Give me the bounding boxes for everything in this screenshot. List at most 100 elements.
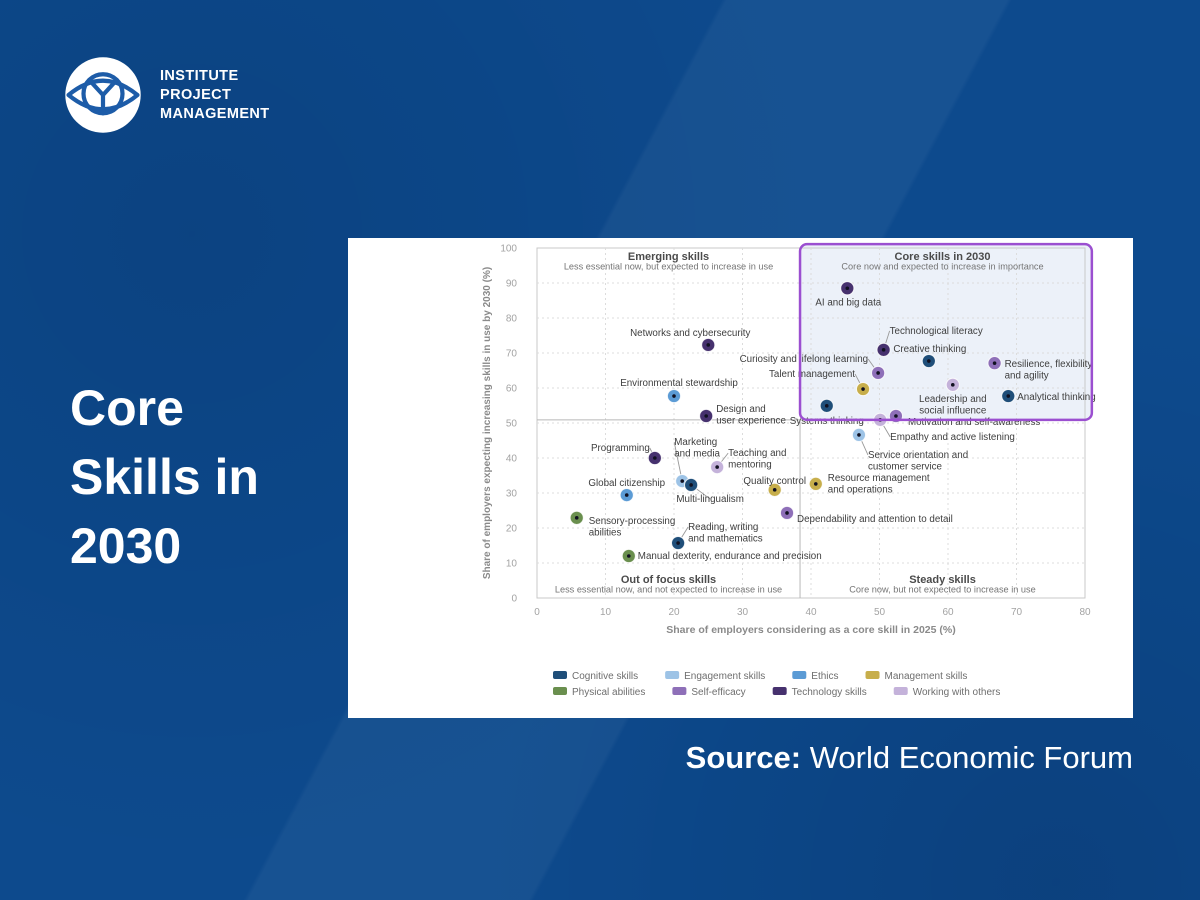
- quadrant-subtitle: Core now, but not expected to increase i…: [849, 585, 1035, 595]
- x-tick-label: 10: [600, 607, 612, 618]
- title-line-3: 2030: [70, 518, 182, 574]
- source-value: World Economic Forum: [809, 740, 1133, 775]
- source-label: Source:: [685, 740, 802, 775]
- point-label: Motivation and self-awareness: [908, 417, 1040, 428]
- point-center-dot: [876, 371, 880, 375]
- point-center-dot: [704, 414, 708, 418]
- legend-label-engagement: Engagement skills: [684, 671, 765, 682]
- point-center-dot: [861, 387, 865, 391]
- point-center-dot: [772, 488, 777, 492]
- point-center-dot: [950, 383, 955, 387]
- quadrant-title: Core skills in 2030: [895, 251, 991, 263]
- legend-swatch-engagement: [665, 671, 680, 679]
- y-axis-title: Share of employers expecting increasing …: [482, 267, 493, 579]
- point-center-dot: [785, 511, 789, 515]
- point-label: Manual dexterity, endurance and precisio…: [638, 551, 822, 562]
- point-label: abilities: [589, 527, 622, 538]
- point-center-dot: [680, 479, 685, 483]
- quadrant-title: Emerging skills: [628, 251, 709, 263]
- point-label: Empathy and active listening: [890, 432, 1015, 443]
- point-label: Curiosity and lifelong learning: [740, 354, 869, 365]
- point-label: Analytical thinking: [1017, 392, 1095, 403]
- point-center-dot: [715, 465, 719, 469]
- chart-card: Emerging skills Less essential now, but e…: [348, 238, 1133, 718]
- legend-swatch-technology: [772, 687, 787, 695]
- point-center-dot: [881, 348, 886, 352]
- x-tick-label: 20: [668, 607, 680, 618]
- logo-line-1: INSTITUTE: [160, 67, 239, 84]
- point-label: Marketing: [674, 437, 717, 448]
- legend-label-self_efficacy: Self-efficacy: [691, 687, 745, 698]
- quadrant-title: Out of focus skills: [621, 574, 716, 586]
- point-label: and operations: [828, 484, 893, 495]
- eye-logo-icon: [65, 57, 141, 133]
- point-label: and mathematics: [688, 534, 763, 545]
- point-center-dot: [927, 359, 931, 363]
- legend-swatch-working: [893, 687, 908, 695]
- y-tick-label: 80: [506, 314, 518, 325]
- source-line: Source: World Economic Forum: [686, 740, 1133, 776]
- point-label: Design and: [716, 404, 766, 415]
- point-label: customer service: [868, 461, 943, 472]
- point-label: Networks and cybersecurity: [630, 328, 750, 339]
- point-center-dot: [992, 361, 997, 365]
- legend-label-cognitive: Cognitive skills: [572, 671, 638, 682]
- point-center-dot: [845, 286, 850, 291]
- point-label: Reading, writing: [688, 522, 758, 533]
- slide-title: Core Skills in 2030: [70, 374, 259, 581]
- legend-label-management: Management skills: [885, 671, 968, 682]
- quadrant-subtitle: Less essential now, but expected to incr…: [564, 262, 773, 272]
- legend-label-physical: Physical abilities: [572, 687, 645, 698]
- point-label: and media: [674, 449, 720, 460]
- title-line-2: Skills in: [70, 449, 259, 505]
- legend-label-working: Working with others: [913, 687, 1001, 698]
- point-center-dot: [894, 414, 898, 418]
- point-center-dot: [624, 493, 629, 497]
- legend-swatch-cognitive: [553, 671, 567, 679]
- point-label: mentoring: [728, 460, 772, 471]
- logo-line-2: PROJECT: [160, 86, 232, 103]
- point-center-dot: [676, 541, 680, 545]
- point-label: Technological literacy: [890, 326, 983, 337]
- quadrant-title: Steady skills: [909, 574, 976, 586]
- point-label: Environmental stewardship: [620, 378, 738, 389]
- quadrant-subtitle: Less essential now, and not expected to …: [555, 585, 782, 595]
- point-label: Service orientation and: [868, 450, 968, 461]
- point-center-dot: [857, 433, 861, 437]
- y-tick-label: 30: [506, 489, 518, 500]
- point-center-dot: [653, 456, 657, 460]
- point-label: Quality control: [743, 476, 806, 487]
- y-tick-label: 10: [506, 559, 518, 570]
- point-label: Systems thinking: [790, 416, 864, 427]
- x-tick-label: 50: [874, 607, 886, 618]
- logo-text: INSTITUTE PROJECT MANAGEMENT: [160, 67, 270, 124]
- legend-swatch-ethics: [792, 671, 807, 679]
- point-label: Creative thinking: [893, 344, 966, 355]
- point-label: and agility: [1005, 371, 1049, 382]
- x-axis-title: Share of employers considering as a core…: [666, 624, 955, 636]
- point-label: user experience: [716, 416, 786, 427]
- point-center-dot: [672, 394, 676, 398]
- point-center-dot: [1006, 394, 1011, 398]
- point-label: Teaching and: [728, 448, 786, 459]
- y-tick-label: 40: [506, 454, 518, 465]
- logo-line-3: MANAGEMENT: [160, 105, 270, 122]
- logo: INSTITUTE PROJECT MANAGEMENT: [64, 56, 270, 134]
- y-tick-label: 60: [506, 384, 518, 395]
- y-tick-label: 0: [511, 594, 517, 605]
- point-center-dot: [689, 483, 693, 487]
- point-center-dot: [706, 343, 711, 347]
- legend-label-technology: Technology skills: [792, 687, 867, 698]
- x-tick-label: 80: [1079, 607, 1091, 618]
- y-tick-label: 100: [500, 244, 517, 255]
- x-tick-label: 60: [942, 607, 954, 618]
- point-label: AI and big data: [815, 297, 881, 308]
- x-tick-label: 0: [534, 607, 540, 618]
- quadrant-subtitle: Core now and expected to increase in imp…: [841, 262, 1043, 272]
- point-center-dot: [824, 404, 829, 408]
- point-center-dot: [813, 482, 818, 486]
- point-center-dot: [626, 554, 631, 558]
- x-tick-label: 70: [1011, 607, 1023, 618]
- y-tick-label: 90: [506, 279, 518, 290]
